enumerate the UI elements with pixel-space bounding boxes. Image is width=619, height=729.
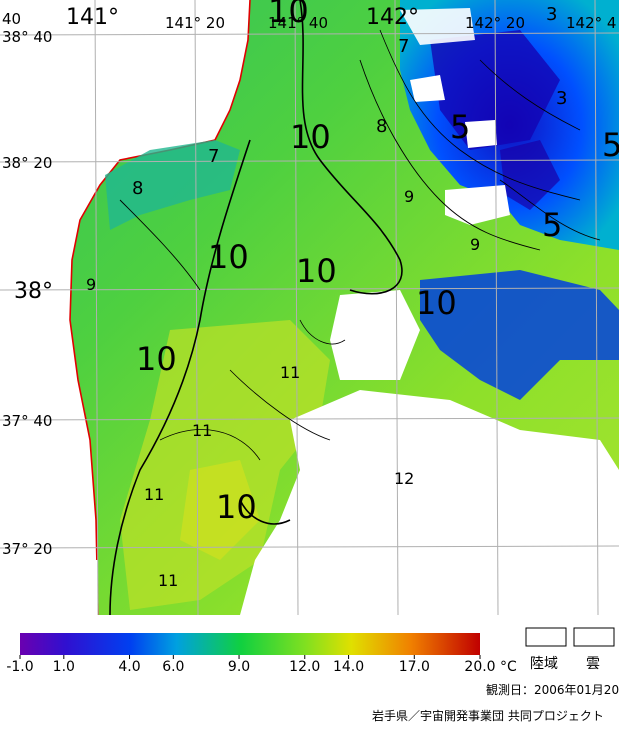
contour-label: 10 [416, 284, 457, 322]
cloud-patch [465, 120, 497, 148]
warm-core-south [180, 460, 260, 560]
observation-date: 観測日：2006年01月20日 [486, 683, 619, 697]
contour-label: 10 [268, 0, 309, 30]
isotherm-10 [299, 319, 346, 345]
scale-tick-label: 9.0 [228, 659, 250, 675]
contour-label: 7 [208, 146, 219, 167]
contour-label: 10 [296, 252, 337, 290]
lat-label: 37° 20 [2, 540, 52, 558]
cloud-swatch [573, 627, 615, 647]
lat-label: 37° 40 [2, 412, 52, 430]
contour-label: 7 [398, 36, 409, 57]
coastal-cool-band [105, 140, 240, 230]
lat-label: 38° 20 [2, 154, 52, 172]
graticule [0, 0, 619, 616]
lat-label: 38° [14, 279, 53, 304]
contour-label: 10 [290, 118, 331, 156]
isotherm-11 [229, 369, 331, 441]
cold-eddy [500, 140, 560, 210]
scale-tick-label: 6.0 [162, 659, 184, 675]
contour-label: 10 [216, 488, 257, 526]
cloud-legend-label: 雲 [586, 656, 600, 672]
credit-line: 岩手県／宇宙開発事業団 共同プロジェクト [372, 708, 604, 723]
isotherm-8 [379, 29, 581, 201]
cloud-patch [330, 290, 420, 380]
scale-tick-label: 4.0 [118, 659, 140, 675]
isotherm-10 [299, 0, 403, 295]
isotherm-9 [359, 59, 541, 251]
contour-label: 9 [404, 187, 414, 206]
land-swatch [525, 627, 567, 647]
scale-tick-label: 14.0 [333, 659, 364, 675]
land-legend-label: 陸域 [530, 656, 558, 672]
contour-label: 11 [280, 363, 300, 382]
lon-label: 142° [366, 5, 419, 30]
contour-label: 11 [158, 571, 178, 590]
lon-label: 141° 40 [268, 14, 328, 32]
color-scale-ticks: -1.0 1.0 4.0 6.0 9.0 12.0 14.0 17.0 20.0 [6, 655, 496, 675]
contour-label: 9 [86, 275, 96, 294]
cloud-patch [400, 8, 475, 45]
scale-tick-label: -1.0 [6, 659, 33, 675]
east-cold-patch [420, 270, 619, 400]
scale-tick-label: 20.0 [464, 659, 495, 675]
cloud-patch [240, 390, 619, 615]
unit-label: °C [500, 659, 517, 675]
contour-label: 10 [208, 238, 249, 276]
scale-tick-label: 17.0 [399, 659, 430, 675]
corner-coord-label: 40 [2, 10, 21, 28]
cloud-patch [445, 185, 510, 225]
isotherm-10 [239, 499, 291, 525]
contour-label: 11 [192, 421, 212, 440]
lat-label: 38° 40 [2, 28, 52, 46]
land-area [0, 560, 98, 615]
isotherm-5 [499, 179, 601, 241]
contour-label: 11 [144, 485, 164, 504]
cloud-patch [410, 75, 445, 102]
contour-label: 9 [470, 235, 480, 254]
contour-label: 5 [602, 126, 619, 164]
isotherm-9 [119, 199, 201, 291]
contour-label: 5 [450, 108, 470, 146]
isotherm-10 [109, 139, 251, 616]
isotherm-5 [479, 59, 581, 131]
contour-label: 8 [132, 178, 143, 199]
scale-tick-label: 1.0 [53, 659, 75, 675]
contour-label: 10 [136, 340, 177, 378]
lon-label: 142° 4 [566, 14, 616, 32]
lon-label: 142° 20 [465, 14, 525, 32]
contour-label: 8 [376, 116, 387, 137]
contour-label: 3 [546, 4, 557, 25]
lon-label: 141° 20 [165, 14, 225, 32]
contour-label: 3 [556, 88, 567, 109]
isotherm-11 [159, 429, 261, 461]
isotherms [109, 0, 601, 616]
lon-label: 141° [66, 5, 119, 30]
contour-label: 5 [542, 206, 562, 244]
contour-label: 12 [394, 469, 414, 488]
scale-tick-label: 12.0 [289, 659, 320, 675]
land-area [0, 0, 250, 615]
color-scale-bar [20, 633, 480, 655]
